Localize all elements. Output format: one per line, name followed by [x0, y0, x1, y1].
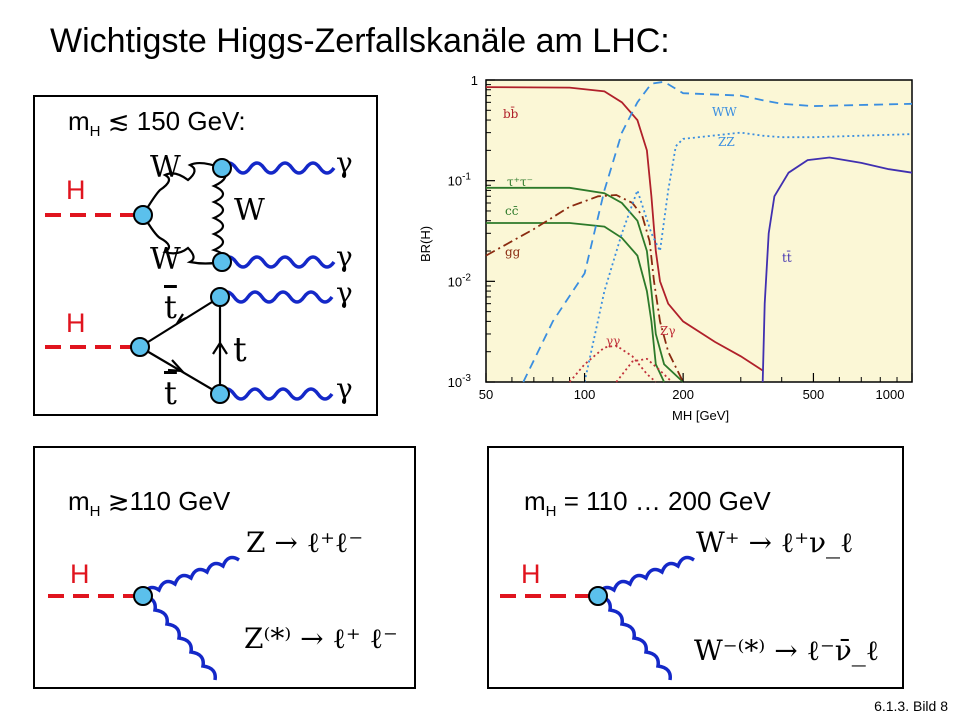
series-line-tautau	[486, 186, 684, 383]
w-label-lower: W	[150, 242, 181, 277]
higgs-label-top: H	[66, 175, 86, 205]
y-tick-label: 1	[471, 73, 478, 88]
panel3-decay-lower: W⁻⁽*⁾ → ℓ⁻ν̄_ℓ	[694, 634, 880, 667]
gamma-label-4: γ	[336, 372, 353, 405]
panel-zz-decay	[33, 446, 416, 689]
chart-frame	[485, 79, 913, 383]
panel-loop-diagrams	[33, 95, 378, 416]
series-line-tt	[761, 156, 913, 383]
series-line-cc	[486, 222, 665, 383]
gamma-label-1: γ	[336, 146, 353, 179]
antitop-label: t	[164, 288, 177, 326]
photon-line-4	[218, 387, 334, 401]
page-title: Wichtigste Higgs-Zerfallskanäle am LHC:	[50, 22, 670, 60]
panel3-decay-upper: W⁺ → ℓ⁺ν_ℓ	[696, 526, 854, 559]
x-tick-label: 100	[574, 387, 596, 402]
vertex-top-left	[133, 205, 153, 225]
series-label-zz: ZZ	[718, 135, 735, 149]
series-line-gg	[485, 194, 684, 383]
x-axis-label: MH [GeV]	[672, 408, 729, 423]
series-line-zgam	[615, 357, 673, 383]
vertex-top-lower	[212, 252, 232, 272]
higgs-label-bottom: H	[66, 308, 86, 338]
photon-line-3	[218, 290, 334, 304]
panel3-mass-label: mH = 110 … 200 GeV	[524, 486, 771, 521]
series-label-cc: cc̄	[505, 204, 519, 218]
top-arrow-upper	[174, 313, 187, 325]
panel3-higgs-label: H	[521, 559, 541, 589]
w-label-right: W	[234, 193, 265, 228]
panel1-mass-label: mH ≲ 150 GeV:	[68, 106, 246, 141]
panel2-decay-upper: Z → ℓ⁺ℓ⁻	[246, 526, 364, 559]
top-arrow-lower	[167, 359, 185, 373]
x-tick-label: 1000	[876, 387, 905, 402]
y-axis-label: BR(H)	[418, 226, 433, 262]
series-line-zz	[583, 131, 913, 383]
w-propagator-lower	[142, 214, 223, 265]
series-line-gamgam	[568, 344, 657, 383]
panel2-decay-lower: Z⁽*⁾ → ℓ⁺ ℓ⁻	[244, 622, 398, 655]
vertex-top-upper	[212, 158, 232, 178]
top-label-right: t	[233, 330, 247, 370]
y-tick-label: 10-3	[448, 373, 472, 390]
panel-ww-decay	[487, 446, 904, 689]
y-tick-label: 10-1	[448, 172, 472, 189]
series-line-bb	[485, 86, 764, 372]
w-propagator-upper	[142, 161, 223, 216]
photon-line-1	[220, 161, 336, 175]
w-boson-upper	[596, 555, 695, 597]
x-tick-label: 500	[803, 387, 825, 402]
series-label-zgam: Zγ	[660, 324, 676, 338]
antitop-label-lower: t	[164, 374, 177, 412]
y-tick-label: 10-2	[448, 272, 472, 289]
vertex-bottom-upper	[210, 287, 230, 307]
z-boson-lower	[142, 594, 217, 681]
panel2-higgs-label: H	[70, 559, 90, 589]
w-propagator-vertical	[210, 167, 227, 263]
series-label-bb: bb̄	[503, 105, 519, 121]
top-arrow-vertical	[212, 340, 228, 355]
gamma-label-3: γ	[336, 276, 353, 309]
series-label-gg: gg	[505, 245, 521, 259]
x-tick-label: 50	[479, 387, 493, 402]
vertex-bottom-left	[130, 337, 150, 357]
series-label-tautau: τ⁺τ⁻	[507, 175, 533, 189]
x-tick-label: 200	[672, 387, 694, 402]
series-label-tt: tt̄	[782, 249, 792, 265]
w-boson-lower	[597, 594, 672, 681]
z-boson-upper	[141, 555, 240, 597]
series-label-gamgam: γγ	[606, 334, 620, 348]
w-label-upper: W	[150, 150, 181, 185]
photon-line-2	[220, 255, 336, 269]
slide-footer: 6.1.3. Bild 8	[874, 698, 948, 714]
vertex-bottom-lower	[210, 384, 230, 404]
gamma-label-2: γ	[336, 240, 353, 273]
series-line-ww	[522, 80, 913, 383]
series-label-ww: WW	[712, 105, 737, 119]
panel2-mass-label: mH ≳110 GeV	[68, 486, 231, 521]
